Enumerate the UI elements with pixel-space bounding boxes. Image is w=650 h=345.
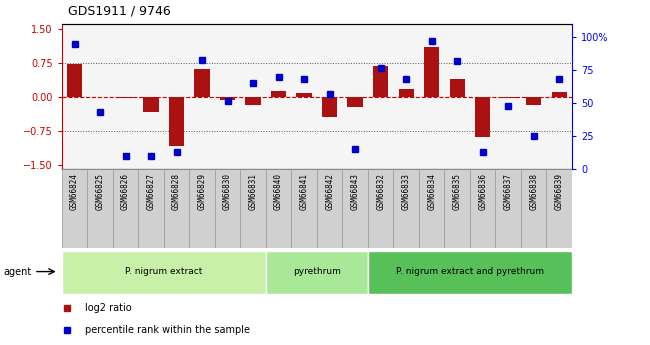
Text: GSM66833: GSM66833: [402, 173, 411, 210]
Text: GSM66843: GSM66843: [350, 173, 359, 210]
Text: GSM66830: GSM66830: [223, 173, 232, 210]
Bar: [398, 89, 414, 97]
Bar: [67, 64, 82, 97]
Bar: [220, 97, 235, 100]
Text: GSM66839: GSM66839: [554, 173, 564, 210]
Bar: [419, 169, 445, 248]
Text: GSM66842: GSM66842: [325, 173, 334, 210]
Bar: [343, 169, 368, 248]
Bar: [62, 169, 87, 248]
Text: P. nigrum extract: P. nigrum extract: [125, 267, 203, 276]
Bar: [373, 66, 388, 97]
Bar: [62, 251, 266, 294]
Bar: [500, 97, 516, 98]
Bar: [138, 169, 164, 248]
Text: GSM66841: GSM66841: [300, 173, 309, 210]
Bar: [368, 251, 572, 294]
Bar: [424, 47, 439, 97]
Text: GSM66828: GSM66828: [172, 173, 181, 210]
Text: GSM66832: GSM66832: [376, 173, 385, 210]
Text: log2 ratio: log2 ratio: [84, 303, 131, 313]
Bar: [317, 169, 343, 248]
Bar: [118, 97, 133, 98]
Text: percentile rank within the sample: percentile rank within the sample: [84, 325, 250, 335]
Bar: [271, 91, 286, 97]
Bar: [547, 169, 572, 248]
Bar: [495, 169, 521, 248]
Bar: [393, 169, 419, 248]
Bar: [266, 251, 368, 294]
Bar: [169, 97, 184, 146]
Bar: [240, 169, 266, 248]
Bar: [470, 169, 495, 248]
Text: GSM66825: GSM66825: [96, 173, 105, 210]
Text: GSM66831: GSM66831: [248, 173, 257, 210]
Text: GDS1911 / 9746: GDS1911 / 9746: [68, 4, 171, 17]
Bar: [113, 169, 138, 248]
Text: GSM66836: GSM66836: [478, 173, 488, 210]
Bar: [450, 79, 465, 97]
Bar: [164, 169, 189, 248]
Text: P. nigrum extract and pyrethrum: P. nigrum extract and pyrethrum: [396, 267, 544, 276]
Bar: [246, 97, 261, 105]
Bar: [296, 93, 312, 97]
Bar: [266, 169, 291, 248]
Text: GSM66829: GSM66829: [198, 173, 207, 210]
Text: agent: agent: [3, 267, 31, 277]
Text: GSM66824: GSM66824: [70, 173, 79, 210]
Text: GSM66826: GSM66826: [121, 173, 130, 210]
Bar: [348, 97, 363, 107]
Bar: [87, 169, 113, 248]
Text: GSM66838: GSM66838: [529, 173, 538, 210]
Text: pyrethrum: pyrethrum: [293, 267, 341, 276]
Text: GSM66827: GSM66827: [146, 173, 155, 210]
Bar: [552, 92, 567, 97]
Text: GSM66837: GSM66837: [504, 173, 513, 210]
Text: GSM66835: GSM66835: [452, 173, 462, 210]
Bar: [194, 69, 210, 97]
Bar: [521, 169, 547, 248]
Text: GSM66834: GSM66834: [427, 173, 436, 210]
Bar: [475, 97, 490, 137]
Bar: [291, 169, 317, 248]
Bar: [189, 169, 214, 248]
Text: GSM66840: GSM66840: [274, 173, 283, 210]
Bar: [526, 97, 541, 105]
Bar: [322, 97, 337, 117]
Bar: [445, 169, 470, 248]
Bar: [368, 169, 393, 248]
Bar: [214, 169, 240, 248]
Bar: [144, 97, 159, 112]
